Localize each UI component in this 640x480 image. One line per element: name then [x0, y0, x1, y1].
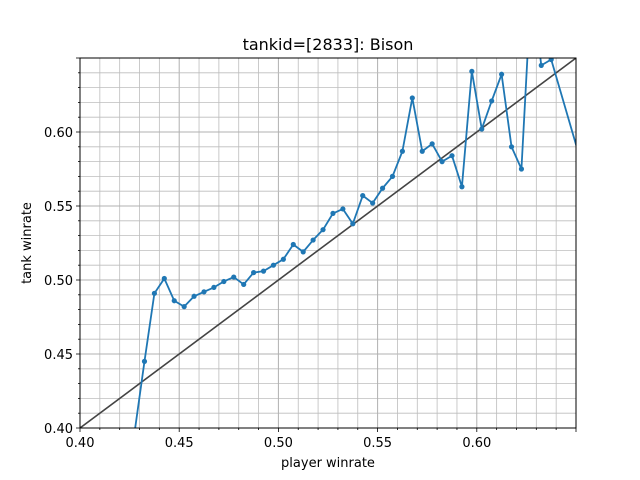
data-point [499, 71, 505, 77]
data-point [280, 256, 286, 262]
data-point [360, 193, 366, 199]
x-tick-label: 0.50 [264, 436, 293, 451]
data-point [548, 58, 554, 63]
data-point [350, 221, 356, 227]
data-point [340, 206, 346, 212]
y-axis: 0.40 0.45 0.50 0.55 0.60 [44, 57, 80, 437]
data-point [508, 144, 515, 150]
data-point [260, 268, 267, 274]
data-point [151, 290, 157, 296]
data-point [300, 249, 306, 255]
data-point [419, 148, 425, 154]
data-point [459, 184, 465, 190]
data-point [181, 304, 187, 310]
data-point [379, 185, 386, 191]
x-tick-label: 0.45 [165, 436, 194, 451]
x-axis-label: player winrate [281, 456, 375, 471]
data-point [290, 241, 296, 248]
reference-line [80, 58, 576, 428]
data-point [518, 166, 525, 172]
data-point [171, 298, 177, 304]
data-point [251, 270, 257, 276]
x-axis: 0.40 0.45 0.50 0.55 0.60 [66, 428, 577, 451]
data-point [489, 98, 495, 104]
data-point [330, 210, 336, 216]
data-point [241, 281, 247, 288]
data-point [211, 284, 217, 290]
x-tick-label: 0.55 [363, 436, 392, 451]
data-point [538, 62, 544, 68]
data-point [141, 358, 148, 364]
data-point [270, 262, 277, 268]
data-point [231, 274, 237, 280]
y-axis-label: tank winrate [20, 202, 35, 284]
y-tick-label: 0.40 [44, 422, 73, 437]
data-point [161, 275, 167, 282]
data-point [399, 148, 405, 154]
data-point [221, 278, 227, 285]
data-point [439, 159, 445, 165]
data-point [479, 126, 485, 132]
data-point [370, 200, 376, 206]
y-tick-label: 0.50 [44, 274, 73, 289]
data-point [191, 293, 197, 299]
data-point [469, 68, 475, 74]
data-point [310, 237, 316, 243]
chart-title: tankid=[2833]: Bison [243, 35, 414, 54]
data-point [449, 153, 455, 159]
y-tick-label: 0.55 [44, 200, 73, 215]
data-point [389, 173, 396, 179]
x-tick-label: 0.60 [462, 436, 491, 451]
data-point [320, 227, 326, 233]
data-point [201, 289, 207, 295]
plot-area [80, 58, 576, 428]
data-point [409, 95, 415, 101]
axes-frame [79, 57, 577, 429]
data-point [429, 141, 435, 147]
y-tick-label: 0.60 [44, 126, 73, 141]
x-tick-label: 0.40 [66, 436, 95, 451]
y-tick-label: 0.45 [44, 348, 73, 363]
